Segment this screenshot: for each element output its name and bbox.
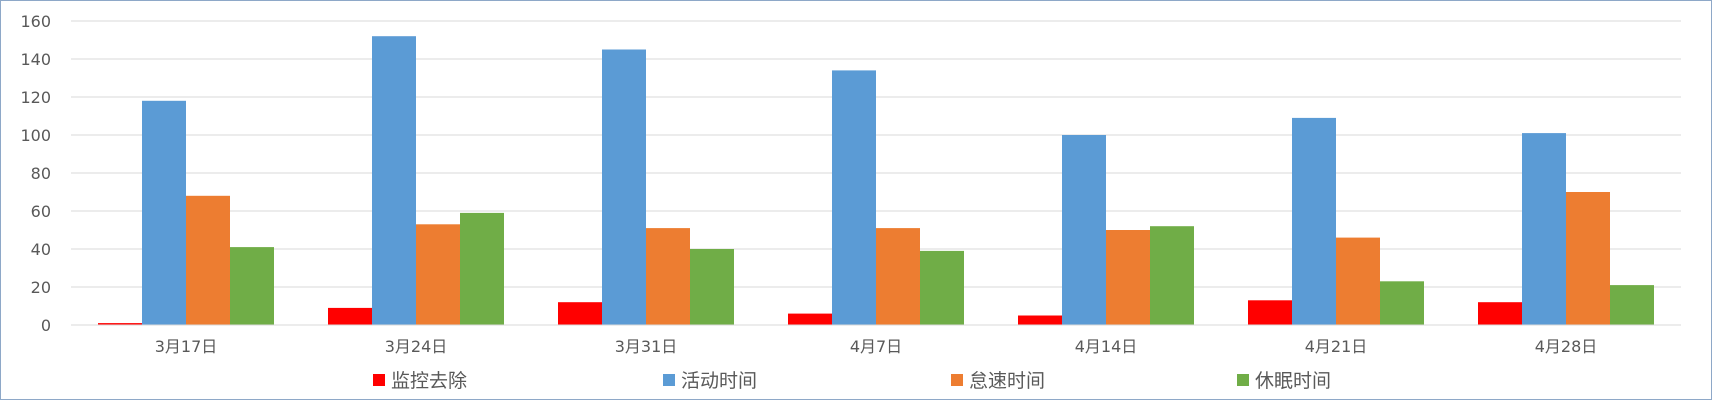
bar-2 — [1062, 135, 1106, 325]
bar-3 — [186, 195, 230, 325]
bar-2 — [142, 100, 186, 325]
x-tick-label: 4月28日 — [1535, 337, 1598, 356]
bar-4 — [1380, 281, 1424, 325]
bar-2 — [1522, 133, 1566, 325]
x-tick-label: 3月17日 — [155, 337, 218, 356]
bar-1 — [788, 313, 832, 325]
legend-item: 怠速时间 — [951, 370, 1045, 392]
x-axis-ticks: 3月17日 3月24日 3月31日 4月7日 4月14日 4月21日 4月28日 — [155, 337, 1598, 356]
legend-label: 怠速时间 — [969, 370, 1045, 392]
bar-1 — [328, 307, 372, 325]
legend-swatch — [951, 374, 963, 386]
bar-1 — [1248, 300, 1292, 325]
bar-3 — [1106, 230, 1150, 325]
y-tick-label: 20 — [31, 278, 51, 297]
y-tick-label: 60 — [31, 202, 51, 221]
y-tick-label: 160 — [20, 12, 51, 31]
bar-1 — [98, 323, 142, 325]
legend-label: 活动时间 — [681, 370, 757, 392]
x-tick-label: 4月7日 — [850, 337, 902, 356]
y-axis-ticks: 0 20 40 60 80 100 120 140 160 — [20, 12, 51, 335]
bar-4 — [1610, 285, 1654, 325]
bar-1 — [558, 302, 602, 325]
legend-swatch — [1237, 374, 1249, 386]
bar-2 — [1292, 117, 1336, 326]
legend: 监控去除 活动时间 怠速时间 休眠时间 — [373, 370, 1331, 392]
bar-4 — [1150, 226, 1194, 325]
bar-4 — [920, 250, 964, 325]
bar-4 — [230, 247, 274, 325]
legend-swatch — [663, 374, 675, 386]
bar-3 — [646, 228, 690, 325]
y-tick-label: 80 — [31, 164, 51, 183]
y-tick-label: 40 — [31, 240, 51, 259]
bar-2 — [832, 70, 876, 326]
legend-swatch — [373, 374, 385, 386]
x-tick-label: 3月24日 — [385, 337, 448, 356]
legend-item: 休眠时间 — [1237, 370, 1331, 392]
y-tick-label: 120 — [20, 88, 51, 107]
legend-label: 监控去除 — [391, 370, 467, 392]
legend-item: 活动时间 — [663, 370, 757, 392]
bar-3 — [1566, 192, 1610, 325]
bar-3 — [876, 228, 920, 325]
bar-2 — [372, 36, 416, 325]
bar-3 — [416, 224, 460, 325]
y-tick-label: 140 — [20, 50, 51, 69]
bars — [98, 36, 1654, 326]
legend-label: 休眠时间 — [1255, 370, 1331, 392]
x-tick-label: 4月21日 — [1305, 337, 1368, 356]
x-tick-label: 4月14日 — [1075, 337, 1138, 356]
bar-4 — [460, 212, 504, 325]
x-tick-label: 3月31日 — [615, 337, 678, 356]
legend-item: 监控去除 — [373, 370, 467, 392]
y-tick-label: 100 — [20, 126, 51, 145]
y-tick-label: 0 — [41, 316, 51, 335]
bar-2 — [602, 49, 646, 325]
bar-3 — [1336, 237, 1380, 325]
bar-4 — [690, 249, 734, 325]
bar-1 — [1018, 315, 1062, 325]
bar-1 — [1478, 302, 1522, 325]
